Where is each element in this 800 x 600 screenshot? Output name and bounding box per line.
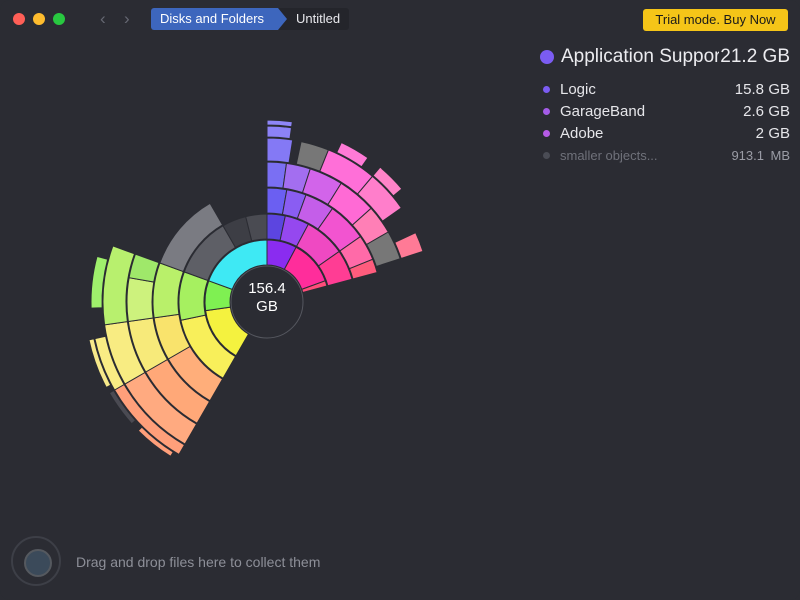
info-list-item[interactable]: Logic 15.8 GB [538, 78, 790, 100]
item-size-value: 913.1 [731, 147, 764, 163]
collector-drop-zone[interactable] [11, 536, 61, 586]
trial-buy-now-button[interactable]: Trial mode. Buy Now [643, 9, 788, 31]
item-name: Logic [560, 80, 596, 98]
segment-ring7[interactable] [108, 389, 137, 425]
segment-ring3[interactable] [152, 262, 185, 319]
sunburst-center-circle[interactable] [230, 265, 304, 339]
segment-ring2[interactable] [317, 250, 353, 287]
selected-item-size: 21.2 GB [720, 46, 790, 67]
segment-ring7[interactable] [88, 338, 112, 389]
segment-ring4[interactable] [365, 231, 401, 268]
segment-ring6[interactable] [90, 255, 109, 309]
segment-ring5[interactable] [394, 232, 424, 260]
back-chevron-icon[interactable]: ‹ [100, 9, 106, 28]
item-size-unit: MB [770, 147, 791, 163]
item-name: smaller objects... [560, 147, 658, 163]
zoom-window-button[interactable] [53, 13, 65, 25]
selected-color-dot-icon [540, 50, 554, 64]
item-size-value: 15.8 [734, 80, 764, 98]
collector-hint: Drag and drop files here to collect them [76, 554, 321, 570]
item-color-dot-icon [543, 129, 550, 137]
segment-ring5[interactable] [102, 245, 136, 326]
total-size-unit: GB [256, 298, 278, 315]
collector-icon [24, 549, 52, 577]
segment-ring7[interactable] [266, 119, 293, 128]
item-name: Adobe [560, 124, 604, 142]
item-size-value: 2 [755, 124, 764, 142]
selected-item-header: Application Support 21.2 GB [538, 44, 790, 70]
item-color-dot-icon [543, 85, 550, 93]
sunburst-center-total[interactable]: 156.4 GB [232, 280, 302, 316]
segment-ring1-rose[interactable] [301, 280, 328, 294]
info-list-item[interactable]: smaller objects... 913.1 MB [538, 144, 790, 166]
breadcrumb-untitled[interactable]: Untitled [278, 8, 350, 30]
close-window-button[interactable] [13, 13, 25, 25]
total-size-value: 156.4 [248, 280, 286, 297]
forward-chevron-icon[interactable]: › [124, 9, 130, 28]
segment-ring1-cyan[interactable] [208, 239, 268, 290]
segment-ring6[interactable] [336, 141, 369, 168]
minimize-window-button[interactable] [33, 13, 45, 25]
item-size-unit: GB [768, 124, 790, 142]
info-panel: Application Support 21.2 GB Logic 15.8 GB G… [538, 44, 790, 166]
info-list-item[interactable]: Adobe 2 GB [538, 122, 790, 144]
item-color-dot-icon [543, 151, 550, 159]
segment-ring3[interactable] [348, 258, 378, 280]
info-item-list: Logic 15.8 GB GarageBand 2.6 GB Adobe 2 GB smalle… [538, 78, 790, 166]
segment-ring7[interactable] [137, 426, 174, 458]
segment-ring6[interactable] [94, 335, 125, 391]
selected-item-name: Application Support [561, 46, 719, 67]
segment-ring2[interactable] [245, 213, 268, 242]
item-name: GarageBand [560, 102, 646, 120]
breadcrumb-disks-and-folders[interactable]: Disks and Folders [151, 8, 288, 30]
breadcrumb: Disks and Folders Untitled [151, 8, 350, 30]
item-size-unit: GB [768, 102, 790, 120]
item-color-dot-icon [543, 107, 550, 115]
segment-ring6[interactable] [372, 166, 403, 197]
segment-ring4[interactable] [126, 277, 155, 323]
item-size-value: 2.6 [743, 102, 764, 120]
segment-ring6[interactable] [266, 125, 293, 140]
segment-ring3[interactable] [159, 202, 224, 273]
info-list-item[interactable]: GarageBand 2.6 GB [538, 100, 790, 122]
item-size-unit: GB [768, 80, 790, 98]
segment-ring4[interactable] [128, 253, 160, 283]
segment-ring5[interactable] [266, 137, 294, 164]
segment-ring5[interactable] [356, 175, 403, 222]
